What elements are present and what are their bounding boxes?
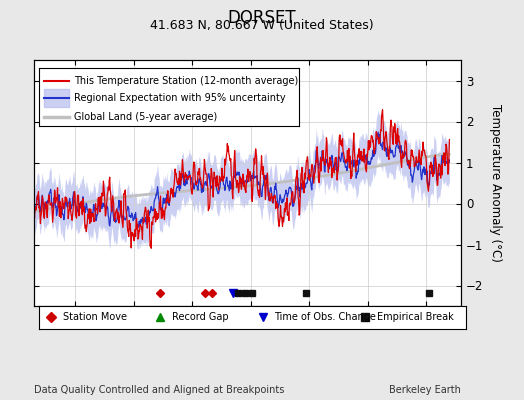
Text: DORSET: DORSET — [228, 9, 296, 27]
Text: Data Quality Controlled and Aligned at Breakpoints: Data Quality Controlled and Aligned at B… — [34, 385, 285, 395]
Text: Berkeley Earth: Berkeley Earth — [389, 385, 461, 395]
Text: Empirical Break: Empirical Break — [377, 312, 453, 322]
Text: Time of Obs. Change: Time of Obs. Change — [274, 312, 376, 322]
Text: Record Gap: Record Gap — [172, 312, 228, 322]
Text: This Temperature Station (12-month average): This Temperature Station (12-month avera… — [74, 76, 299, 86]
Text: Station Move: Station Move — [63, 312, 127, 322]
Y-axis label: Temperature Anomaly (°C): Temperature Anomaly (°C) — [489, 104, 502, 262]
Text: 41.683 N, 80.667 W (United States): 41.683 N, 80.667 W (United States) — [150, 19, 374, 32]
Text: Global Land (5-year average): Global Land (5-year average) — [74, 112, 217, 122]
Text: Regional Expectation with 95% uncertainty: Regional Expectation with 95% uncertaint… — [74, 93, 286, 103]
